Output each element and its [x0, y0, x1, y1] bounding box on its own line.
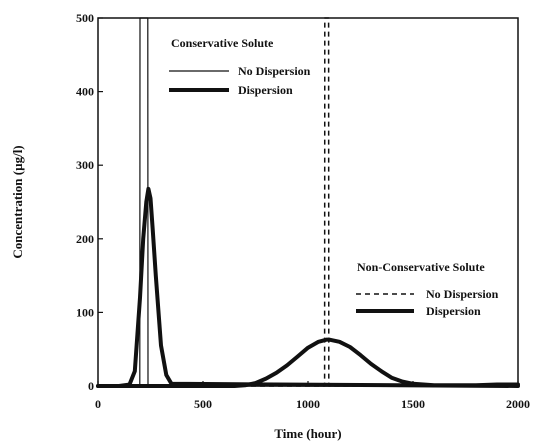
series-layer — [96, 17, 520, 388]
x-tick-label: 500 — [194, 397, 212, 411]
y-tick-label: 0 — [88, 379, 94, 393]
x-axis-label: Time (hour) — [274, 426, 341, 441]
legend-non-conservative: Non-Conservative Solute No Dispersion Di… — [356, 260, 499, 318]
legend-label-non-conservative-no-dispersion: No Dispersion — [426, 287, 499, 301]
y-tick-label: 200 — [76, 232, 94, 246]
series-non-conservative-dispersion — [96, 337, 520, 388]
y-axis-ticks: 0 100 200 300 400 500 — [76, 11, 103, 393]
x-tick-label: 0 — [95, 397, 101, 411]
x-tick-label: 1500 — [401, 397, 425, 411]
series-conservative-dispersion — [96, 186, 520, 388]
y-tick-label: 100 — [76, 305, 94, 319]
legend-title-conservative: Conservative Solute — [171, 36, 274, 50]
legend-label-conservative-no-dispersion: No Dispersion — [238, 64, 311, 78]
y-tick-label: 500 — [76, 11, 94, 25]
y-tick-label: 400 — [76, 85, 94, 99]
series-non-conservative-no-dispersion — [98, 17, 518, 387]
legend-conservative: Conservative Solute No Dispersion Disper… — [169, 36, 311, 97]
y-tick-label: 300 — [76, 158, 94, 172]
legend-label-non-conservative-dispersion: Dispersion — [426, 304, 481, 318]
x-tick-label: 1000 — [296, 397, 320, 411]
y-axis-label: Concentration (µg/l) — [10, 145, 25, 258]
legend-title-non-conservative: Non-Conservative Solute — [357, 260, 485, 274]
x-tick-label: 2000 — [506, 397, 530, 411]
legend-label-conservative-dispersion: Dispersion — [238, 83, 293, 97]
